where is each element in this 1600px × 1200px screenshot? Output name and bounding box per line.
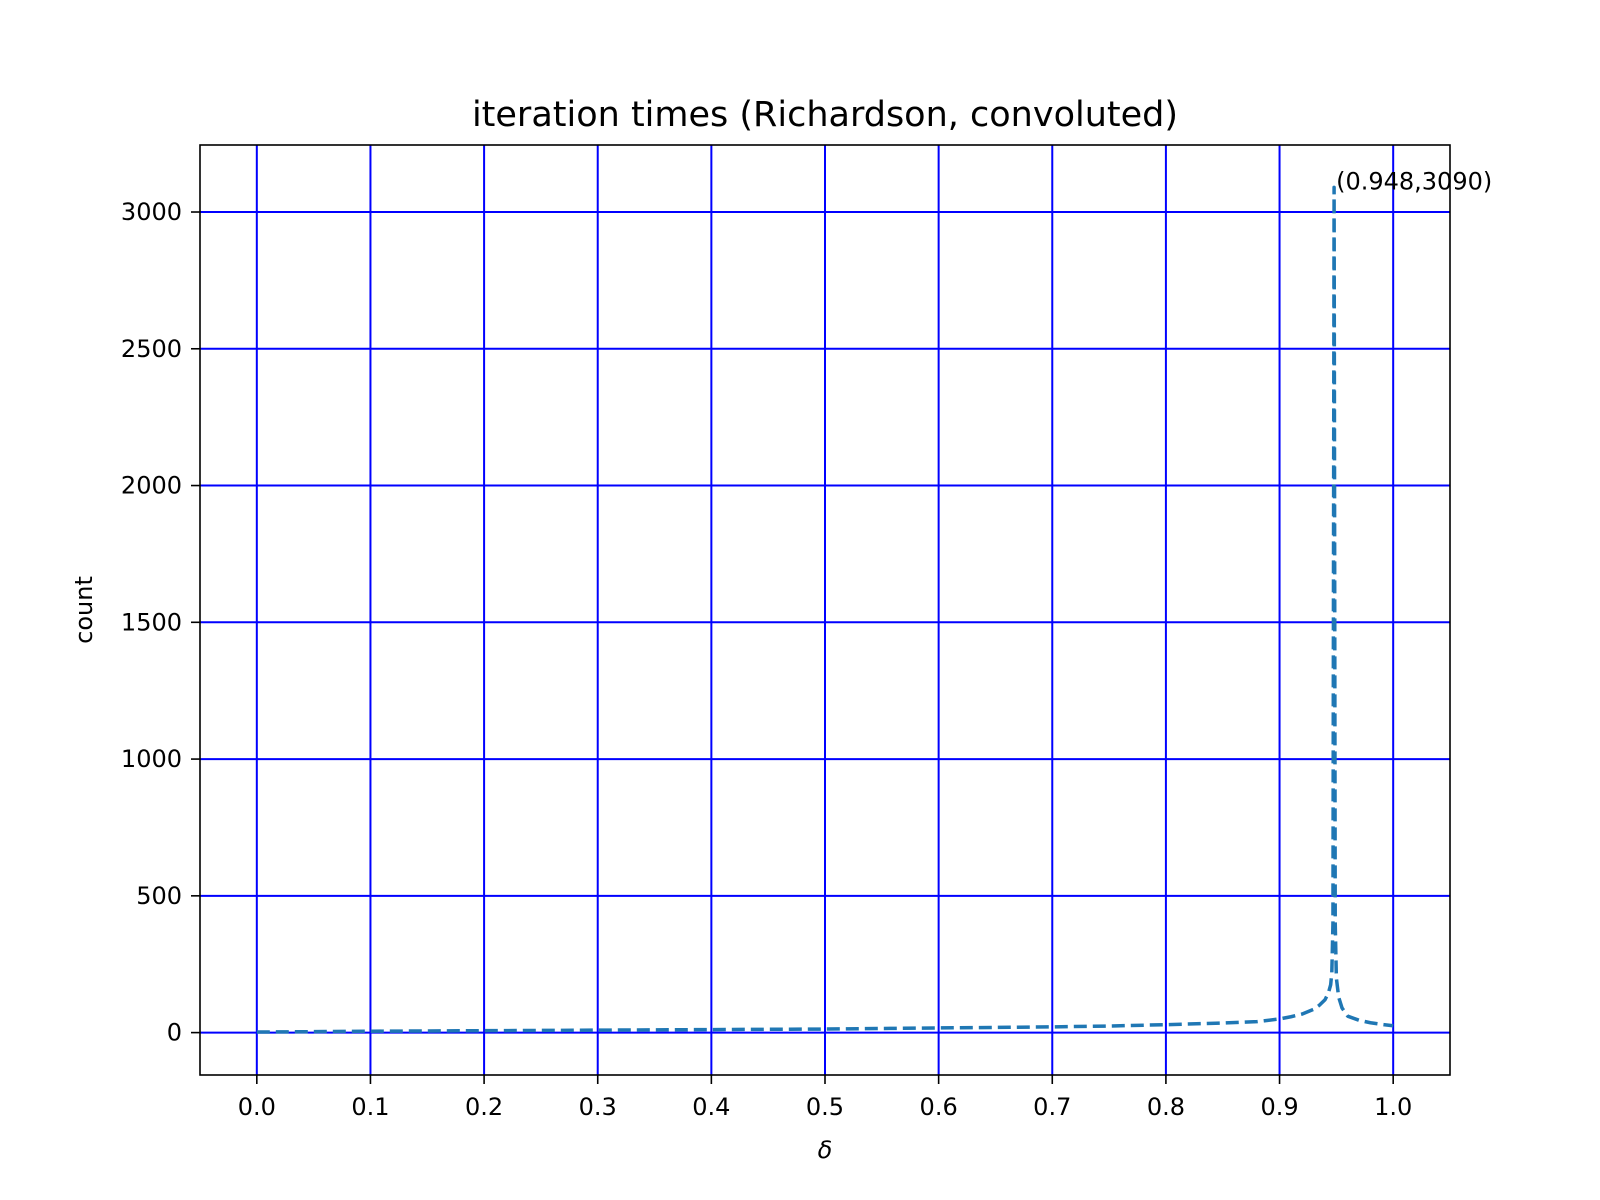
x-tick-label: 0.0 bbox=[238, 1093, 276, 1121]
x-tick-label: 1.0 bbox=[1374, 1093, 1412, 1121]
y-tick-label: 2500 bbox=[121, 335, 182, 363]
x-tick-label: 0.7 bbox=[1033, 1093, 1071, 1121]
x-tick-label: 0.3 bbox=[579, 1093, 617, 1121]
y-tick-label: 1500 bbox=[121, 608, 182, 636]
y-tick-label: 500 bbox=[136, 882, 182, 910]
y-tick-label: 2000 bbox=[121, 472, 182, 500]
y-axis-label: count bbox=[70, 576, 98, 644]
y-tick-label: 0 bbox=[167, 1019, 182, 1047]
grid bbox=[200, 145, 1450, 1075]
x-tick-label: 0.2 bbox=[465, 1093, 503, 1121]
x-tick-label: 0.5 bbox=[806, 1093, 844, 1121]
x-tick-label: 0.1 bbox=[351, 1093, 389, 1121]
y-tick-label: 3000 bbox=[121, 198, 182, 226]
x-axis-label: δ bbox=[818, 1136, 833, 1164]
ticks: 0.0 0.1 0.2 0.3 0.4 0.5 0.6 0.7 0.8 0.9 1.0 0 500 100… bbox=[121, 198, 1412, 1121]
x-tick-label: 0.9 bbox=[1260, 1093, 1298, 1121]
x-tick-label: 0.6 bbox=[920, 1093, 958, 1121]
y-tick-label: 1000 bbox=[121, 745, 182, 773]
series-layer bbox=[256, 185, 1394, 1034]
chart-title: iteration times (Richardson, convoluted) bbox=[472, 95, 1178, 135]
series-line bbox=[256, 185, 1394, 1034]
x-tick-label: 0.8 bbox=[1147, 1093, 1185, 1121]
peak-annotation: (0.948,3090) bbox=[1336, 167, 1492, 195]
x-tick-label: 0.4 bbox=[692, 1093, 730, 1121]
annotations: (0.948,3090) bbox=[1336, 167, 1492, 195]
